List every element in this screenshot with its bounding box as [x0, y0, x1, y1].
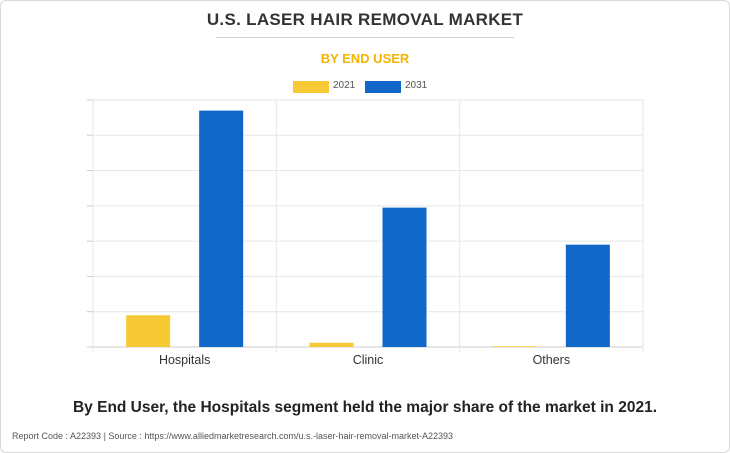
x-tick-label: Hospitals	[159, 353, 210, 367]
bar-chart: Hospitals Clinic Others	[87, 99, 644, 367]
chart-legend: 2021 2031	[0, 79, 730, 95]
bar-2021-others	[492, 346, 537, 347]
bar-2021-hospitals	[126, 315, 171, 347]
x-tick-label: Others	[533, 353, 571, 367]
legend-swatch-2031	[365, 81, 401, 93]
chart-title: U.S. LASER HAIR REMOVAL MARKET	[206, 10, 524, 29]
bar-2031-others	[565, 244, 610, 347]
source-footer: Report Code : A22393 | Source : https://…	[12, 431, 454, 441]
title-divider	[216, 37, 514, 38]
x-tick-label: Clinic	[353, 353, 384, 367]
legend-swatch-2021	[293, 81, 329, 93]
chart-subtitle: BY END USER	[320, 51, 410, 66]
bar-2021-clinic	[309, 342, 354, 347]
bar-2031-clinic	[382, 207, 427, 347]
legend-label-2031: 2031	[405, 80, 428, 91]
legend-label-2021: 2021	[333, 80, 356, 91]
chart-caption: By End User, the Hospitals segment held …	[72, 399, 657, 416]
bar-2031-hospitals	[199, 110, 244, 347]
